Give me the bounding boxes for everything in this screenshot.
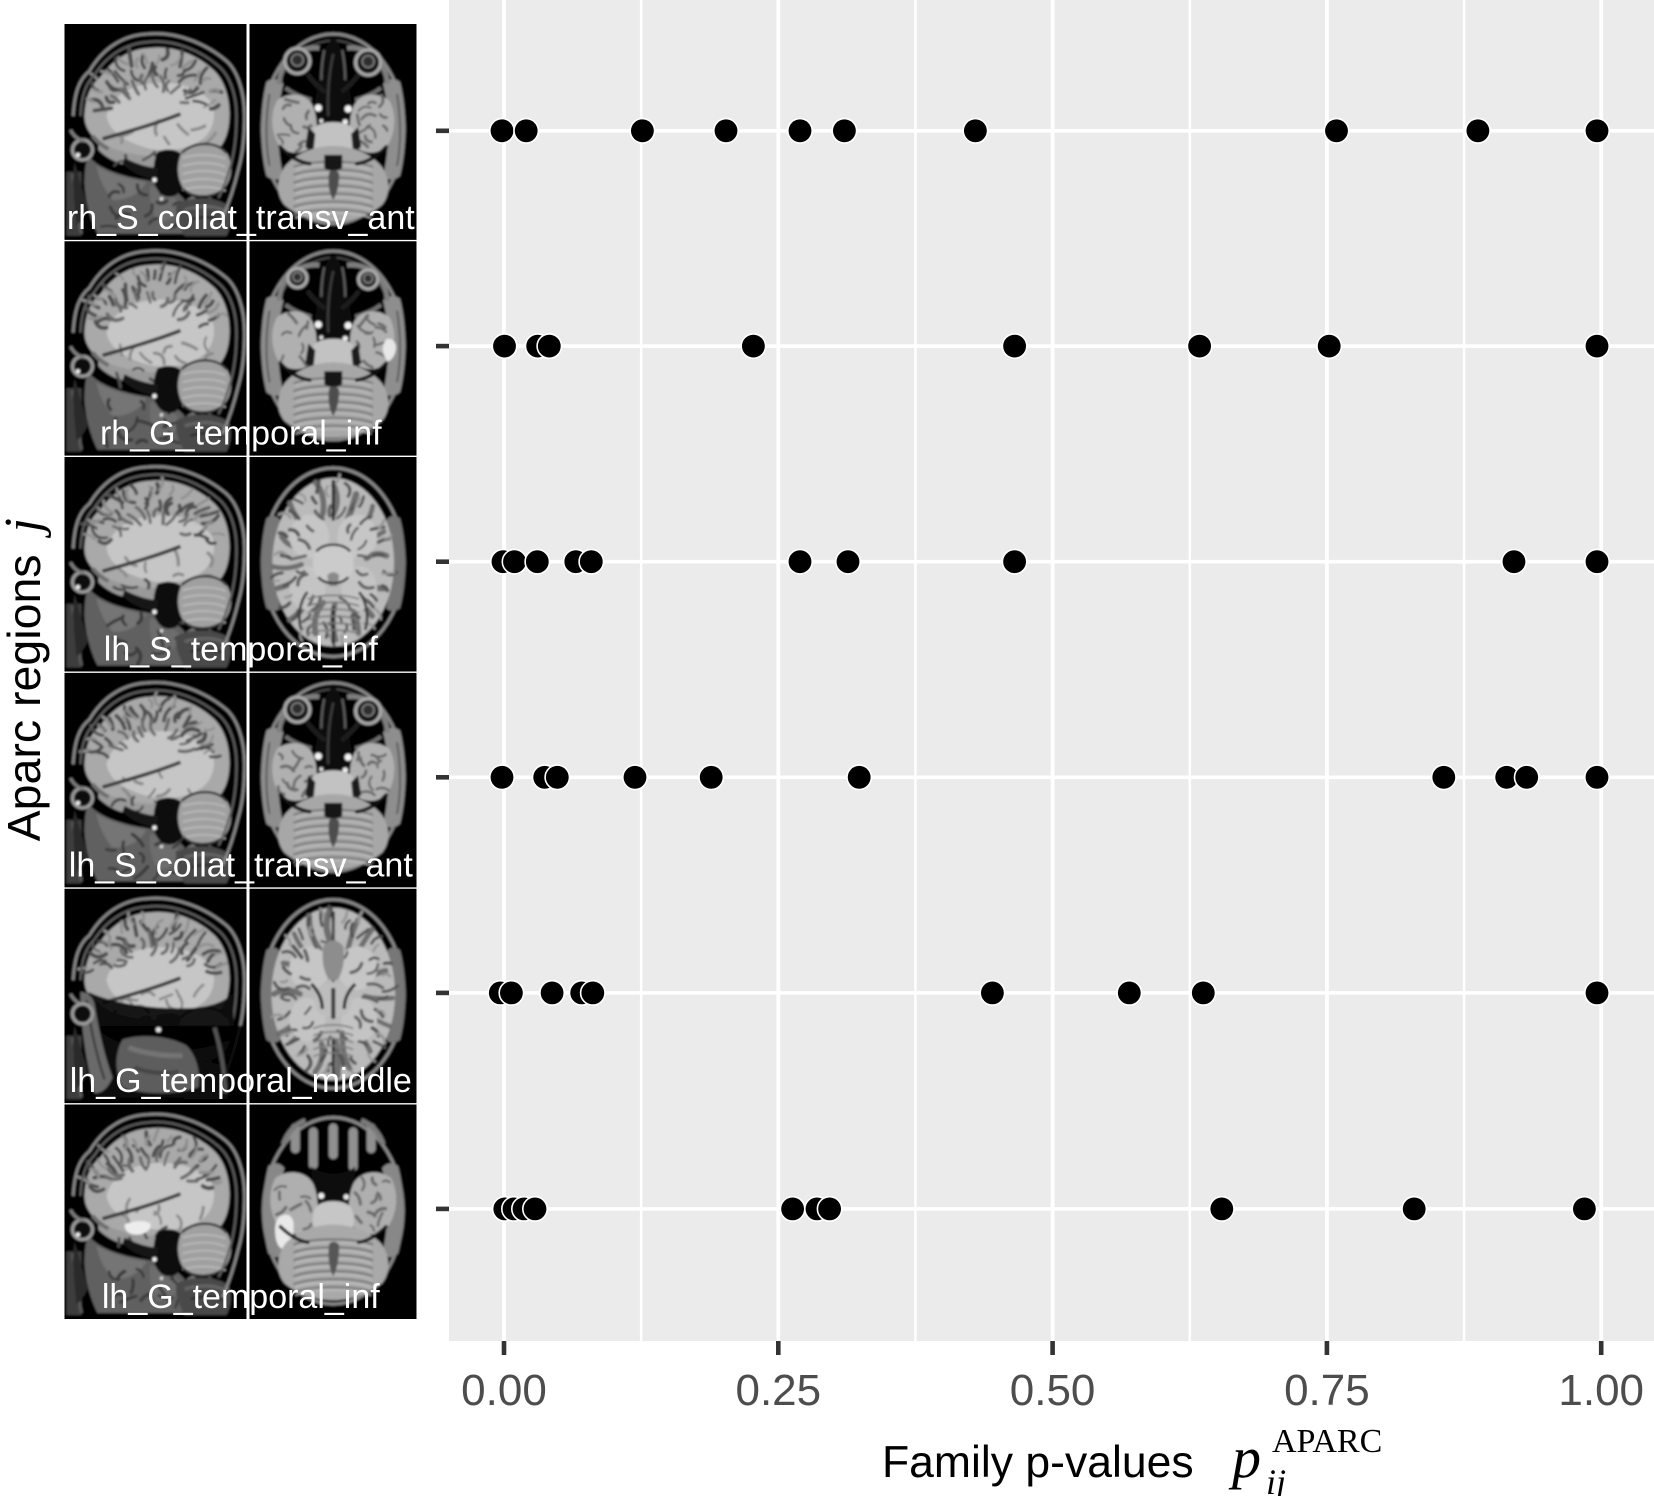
- svg-text:APARC: APARC: [1272, 1423, 1382, 1460]
- svg-text:rh_S_collat_transv_ant: rh_S_collat_transv_ant: [67, 199, 415, 237]
- svg-text:Aparc regions j: Aparc regions j: [0, 518, 52, 841]
- svg-text:Family p-values: Family p-values: [882, 1438, 1194, 1487]
- svg-text:ij: ij: [1266, 1462, 1286, 1496]
- svg-text:0.75: 0.75: [1284, 1366, 1370, 1415]
- svg-text:0.50: 0.50: [1010, 1366, 1096, 1415]
- svg-text:lh_S_temporal_inf: lh_S_temporal_inf: [104, 631, 379, 669]
- svg-text:p: p: [1228, 1425, 1261, 1490]
- svg-text:0.00: 0.00: [461, 1366, 547, 1415]
- svg-text:lh_G_temporal_inf: lh_G_temporal_inf: [102, 1278, 380, 1316]
- svg-text:lh_S_collat_transv_ant: lh_S_collat_transv_ant: [69, 846, 414, 884]
- svg-text:lh_G_temporal_middle: lh_G_temporal_middle: [70, 1062, 412, 1100]
- svg-text:1.00: 1.00: [1558, 1366, 1644, 1415]
- svg-text:0.25: 0.25: [735, 1366, 821, 1415]
- svg-text:rh_G_temporal_inf: rh_G_temporal_inf: [100, 415, 382, 453]
